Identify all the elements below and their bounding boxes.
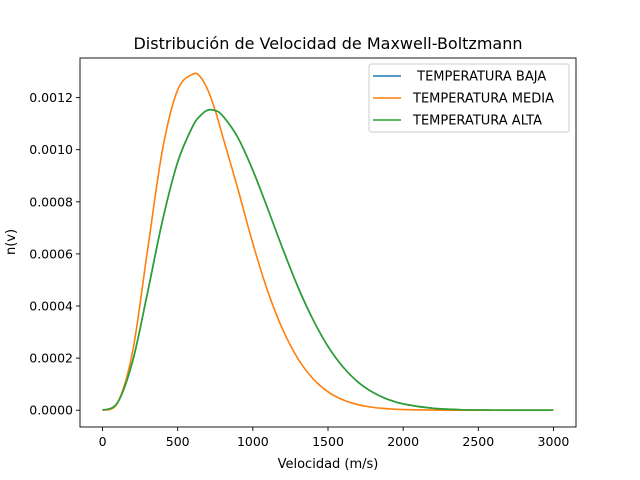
legend: TEMPERATURA BAJA TEMPERATURA MEDIA TEMPERA… [368,63,570,133]
x-tick-label: 1500 [312,434,344,449]
x-tick-label: 0 [99,434,107,449]
y-tick-label: 0.0008 [29,194,73,209]
series-line-1 [102,72,554,412]
x-tick-label: 1000 [237,434,269,449]
series-line-2 [102,108,554,412]
legend-label: TEMPERATURA ALTA [412,114,542,129]
legend-label: TEMPERATURA BAJA [413,70,546,85]
y-tick-label: 0.0000 [29,403,73,418]
x-tick-label: 3000 [538,434,570,449]
y-axis-label: n(v) [4,229,19,255]
series-line-0 [102,108,554,412]
x-tick-label: 2000 [387,434,419,449]
x-axis-label: Velocidad (m/s) [278,457,379,472]
legend-label: TEMPERATURA MEDIA [412,92,554,107]
y-tick-label: 0.0010 [29,142,73,157]
y-tick-label: 0.0012 [29,90,73,105]
y-tick-label: 0.0006 [29,246,73,261]
x-tick-label: 500 [166,434,190,449]
x-tick-label: 2500 [462,434,494,449]
y-axis: 0.0000 0.0002 0.0004 0.0006 0.0008 0.0010 0.00… [29,90,80,418]
x-axis: 0 500 1000 1500 2000 2500 3000 [99,427,570,449]
y-tick-label: 0.0002 [29,351,73,366]
y-tick-label: 0.0004 [29,299,73,314]
plot-series [102,72,554,412]
legend-box [368,63,570,133]
chart-title: Distribución de Velocidad de Maxwell-Bol… [133,34,522,53]
